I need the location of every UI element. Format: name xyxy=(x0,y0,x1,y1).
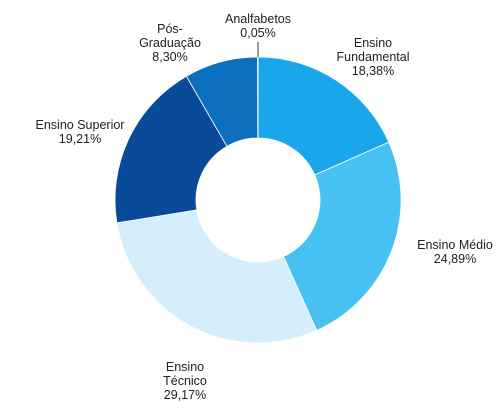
slice-label: Analfabetos 0,05% xyxy=(208,12,308,40)
slice xyxy=(257,56,390,176)
slice-label: Ensino Fundamental 18,38% xyxy=(332,36,414,78)
category-name: Ensino Superior xyxy=(35,118,125,132)
category-name: Analfabetos xyxy=(224,12,292,26)
category-name: Ensino Médio xyxy=(417,238,493,252)
category-name: Ensino Técnico xyxy=(163,360,207,388)
value-label: 0,05% xyxy=(240,26,276,40)
category-name: Ensino Fundamental xyxy=(336,36,410,64)
slice-label: Pós-Graduação 8,30% xyxy=(135,22,205,64)
value-label: 24,89% xyxy=(433,252,477,266)
slice-label: Ensino Técnico 29,17% xyxy=(155,360,215,402)
slice xyxy=(116,209,318,344)
slice-label: Ensino Superior 19,21% xyxy=(20,118,140,146)
category-name: Pós-Graduação xyxy=(139,22,201,50)
slice xyxy=(114,75,228,224)
value-label: 8,30% xyxy=(152,50,188,64)
slice-label: Ensino Médio 24,89% xyxy=(407,238,503,266)
value-label: 29,17% xyxy=(163,388,207,402)
slice xyxy=(282,141,402,331)
value-label: 19,21% xyxy=(58,132,102,146)
value-label: 18,38% xyxy=(351,64,395,78)
